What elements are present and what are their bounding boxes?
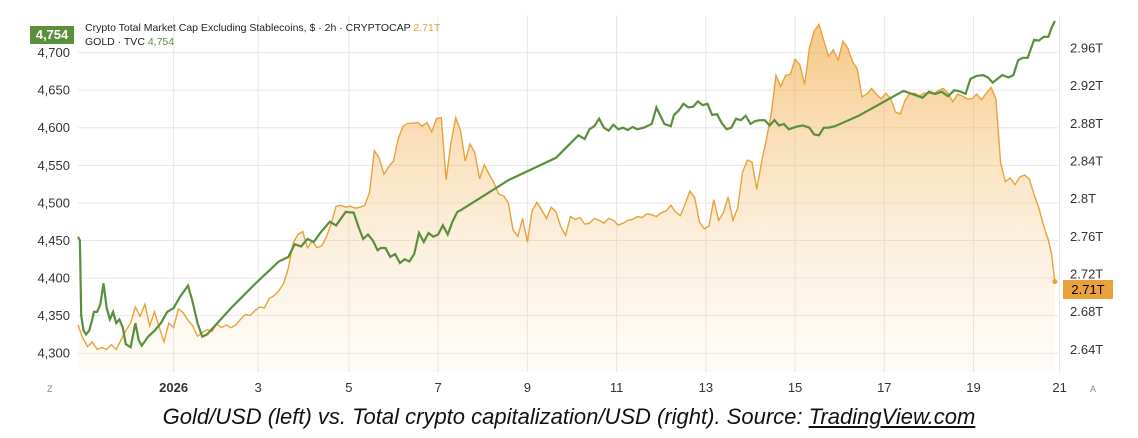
legend-crypto[interactable]: Crypto Total Market Cap Excluding Stable… — [85, 21, 440, 35]
caption-source-link[interactable]: TradingView.com — [808, 404, 976, 429]
left-scale-toggle[interactable]: Z — [47, 384, 53, 394]
x-tick-label: 2026 — [159, 380, 188, 395]
x-tick-label: 7 — [435, 380, 442, 395]
gold-series-line — [77, 20, 1056, 349]
right-tick-label: 2.92T — [1070, 78, 1103, 93]
crypto-last-point — [1052, 279, 1058, 285]
left-tick-label: 4,550 — [37, 158, 70, 173]
crypto-series-line — [77, 22, 1056, 351]
legend-crypto-value: 2.71T — [413, 22, 441, 34]
right-tick-label: 2.84T — [1070, 154, 1103, 169]
right-tick-label: 2.8T — [1070, 191, 1096, 206]
right-tick-label: 2.76T — [1070, 229, 1103, 244]
left-tick-label: 4,400 — [37, 271, 70, 286]
left-tick-label: 4,500 — [37, 195, 70, 210]
left-tick-label: 4,600 — [37, 120, 70, 135]
x-tick-label: 19 — [966, 380, 980, 395]
auto-scale-toggle[interactable]: A — [1090, 384, 1097, 394]
x-tick-label: 11 — [610, 380, 624, 395]
x-tick-label: 17 — [877, 380, 891, 395]
left-tick-label: 4,350 — [37, 308, 70, 323]
crypto-price-badge: 2.71T — [1063, 280, 1113, 299]
x-tick-label: 13 — [699, 380, 713, 395]
right-tick-label: 2.68T — [1070, 304, 1103, 319]
x-tick-label: 21 — [1052, 380, 1066, 395]
chart-legend: Crypto Total Market Cap Excluding Stable… — [85, 21, 440, 49]
legend-gold-value: 4,754 — [147, 36, 175, 48]
legend-gold[interactable]: GOLD · TVC 4,754 — [85, 35, 440, 49]
x-tick-label: 15 — [788, 380, 802, 395]
x-tick-label: 5 — [345, 380, 352, 395]
right-tick-label: 2.96T — [1070, 40, 1103, 55]
crypto-area-fill — [78, 24, 1055, 373]
right-tick-label: 2.88T — [1070, 116, 1103, 131]
right-tick-label: 2.64T — [1070, 342, 1103, 357]
caption-text: Gold/USD (left) vs. Total crypto capital… — [162, 404, 809, 429]
left-axis-labels: 4,300 4,350 4,400 4,450 4,500 4,550 4,600 4,650… — [37, 45, 70, 361]
left-tick-label: 4,700 — [37, 45, 70, 60]
gold-price-badge: 4,754 — [30, 26, 74, 44]
x-axis-labels: 2026 3 5 7 9 11 13 15 17 19 21 — [159, 380, 1067, 395]
x-tick-label: 3 — [254, 380, 261, 395]
x-tick-label: 9 — [524, 380, 531, 395]
left-tick-label: 4,650 — [37, 83, 70, 98]
legend-crypto-name: Crypto Total Market Cap Excluding Stable… — [85, 22, 411, 34]
legend-gold-name: GOLD · TVC — [85, 36, 145, 48]
left-tick-label: 4,300 — [37, 346, 70, 361]
figure-caption: Gold/USD (left) vs. Total crypto capital… — [0, 404, 1138, 430]
left-tick-label: 4,450 — [37, 233, 70, 248]
right-tick-label: 2.72T — [1070, 267, 1103, 282]
right-axis-labels: 2.64T 2.68T 2.72T 2.76T 2.8T 2.84T 2.88T 2.92T 2… — [1070, 40, 1103, 356]
